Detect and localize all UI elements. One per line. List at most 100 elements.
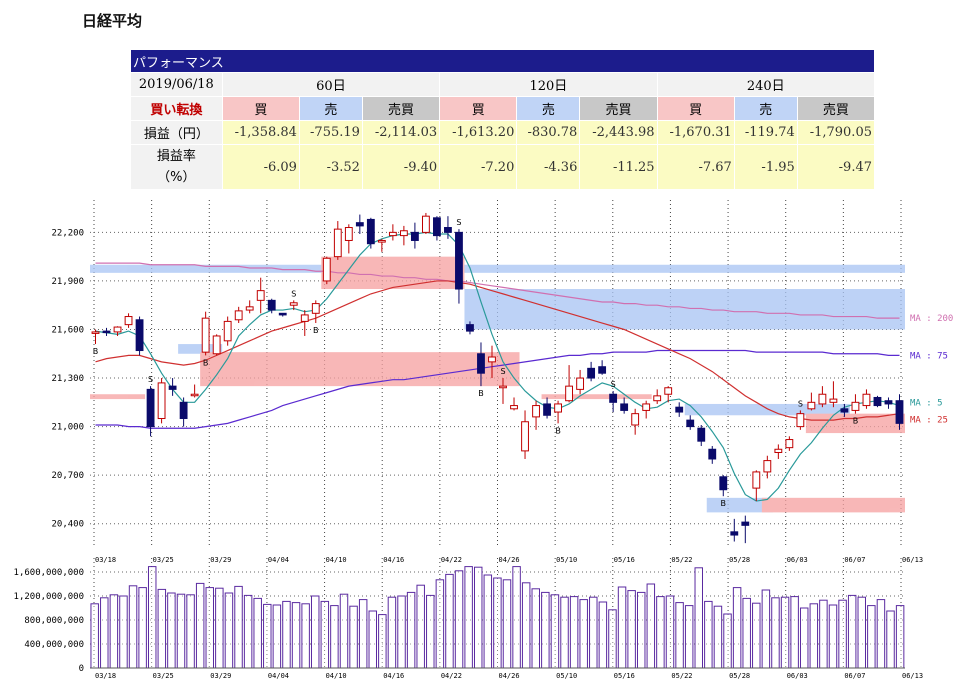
candle [609, 390, 618, 413]
candle [146, 386, 155, 437]
candle [377, 238, 386, 252]
candle [433, 216, 441, 241]
candle-layer [91, 212, 904, 544]
volume-bar [838, 599, 847, 669]
volume-bar [723, 613, 732, 669]
x-tick-label: 05/28 [729, 556, 750, 564]
candle [366, 217, 375, 249]
volume-bar [857, 596, 866, 669]
x-tick-label: 03/18 [95, 672, 116, 680]
candle [796, 410, 805, 430]
volume-bar [301, 603, 310, 669]
price-tick-label: 21,600 [51, 325, 84, 335]
candle [642, 400, 651, 419]
candle-body [664, 387, 673, 395]
candle-body [829, 398, 838, 403]
candle-body [543, 403, 551, 416]
candle-body [113, 326, 122, 333]
candle [168, 378, 177, 396]
volume-bar [550, 594, 560, 669]
volume-bar [684, 605, 694, 669]
candle [653, 389, 662, 404]
x-tick-label: 03/25 [153, 556, 174, 564]
volume-bar [368, 610, 377, 669]
candle-body [807, 401, 816, 410]
candle [223, 316, 232, 346]
candle-body [796, 413, 805, 428]
x-tick-label: 06/03 [787, 672, 808, 680]
candle [785, 436, 794, 451]
candle [311, 300, 320, 324]
candle-body [587, 367, 596, 379]
volume-bar [752, 602, 761, 669]
volume-bar [387, 596, 397, 669]
candle-body [719, 476, 728, 491]
col-buy-60: 買 [221, 96, 300, 121]
candle [818, 386, 827, 408]
candle [664, 386, 673, 403]
candle-body [410, 231, 419, 241]
volume-bar [589, 596, 598, 669]
x-tick-label: 03/29 [210, 672, 231, 680]
buy-zone [200, 352, 520, 387]
volume-bar [531, 588, 540, 669]
candle-body [433, 217, 441, 237]
candle-body [179, 401, 188, 420]
buy-signal: B [555, 426, 561, 435]
buy-zone [541, 394, 652, 400]
rate-value: -9.47 [796, 144, 876, 190]
column-row: 買い転換 買 売 売買 買 売 売買 買 売 売買 [130, 96, 876, 121]
volume-bar [272, 604, 282, 669]
grid-layer: 03/18 03/18 03/25 03/25 03/29 03/29 04/04 04/04… [14, 200, 923, 680]
candle [719, 475, 728, 497]
volume-bar [339, 593, 349, 669]
toggle-label[interactable]: 買い転換 [130, 96, 223, 121]
x-tick-label: 04/04 [268, 556, 289, 564]
pl-value: -119.74 [733, 120, 798, 145]
rate-value: -1.95 [733, 144, 798, 190]
candle-body [697, 427, 706, 442]
period-120: 120日 [439, 72, 658, 97]
rate-label: 損益率 （%） [130, 144, 223, 190]
candle [245, 300, 254, 314]
candle-body [741, 521, 750, 526]
volume-bar [713, 605, 723, 669]
pl-value: -755.19 [298, 120, 363, 145]
volume-bar [886, 610, 895, 669]
price-tick-label: 21,300 [51, 374, 84, 384]
volume-bar [608, 609, 617, 669]
volume-bar [310, 595, 320, 669]
volume-bar [464, 566, 473, 669]
period-60: 60日 [221, 72, 441, 97]
candle-body [245, 306, 254, 311]
x-tick-label: 05/10 [556, 556, 577, 564]
candle [829, 381, 838, 408]
volume-bar [100, 597, 109, 669]
candle-body [399, 230, 408, 237]
candle [543, 397, 551, 419]
candle [201, 311, 210, 356]
candle-body [521, 421, 529, 452]
pl-value: -1,670.31 [656, 120, 735, 145]
candle-body [267, 299, 276, 311]
volume-layer [90, 566, 905, 669]
candle-body [862, 393, 871, 407]
x-tick-label: 04/22 [441, 672, 462, 680]
rate-label-line1: 損益率 [156, 149, 196, 164]
volume-bar [215, 587, 224, 669]
candle-body [763, 460, 772, 473]
candle [807, 392, 816, 411]
candle [212, 334, 221, 356]
sell-zone [178, 344, 223, 354]
candle [267, 298, 276, 314]
volume-bar [493, 577, 502, 669]
rate-value: -3.52 [298, 144, 363, 190]
volume-bar [224, 592, 234, 669]
volume-bar [119, 595, 128, 669]
volume-bar [243, 594, 253, 669]
candle [289, 300, 298, 311]
candle-body [333, 228, 342, 258]
volume-bar [675, 602, 684, 669]
candle-body [300, 314, 309, 322]
pl-value: -830.78 [516, 120, 581, 145]
